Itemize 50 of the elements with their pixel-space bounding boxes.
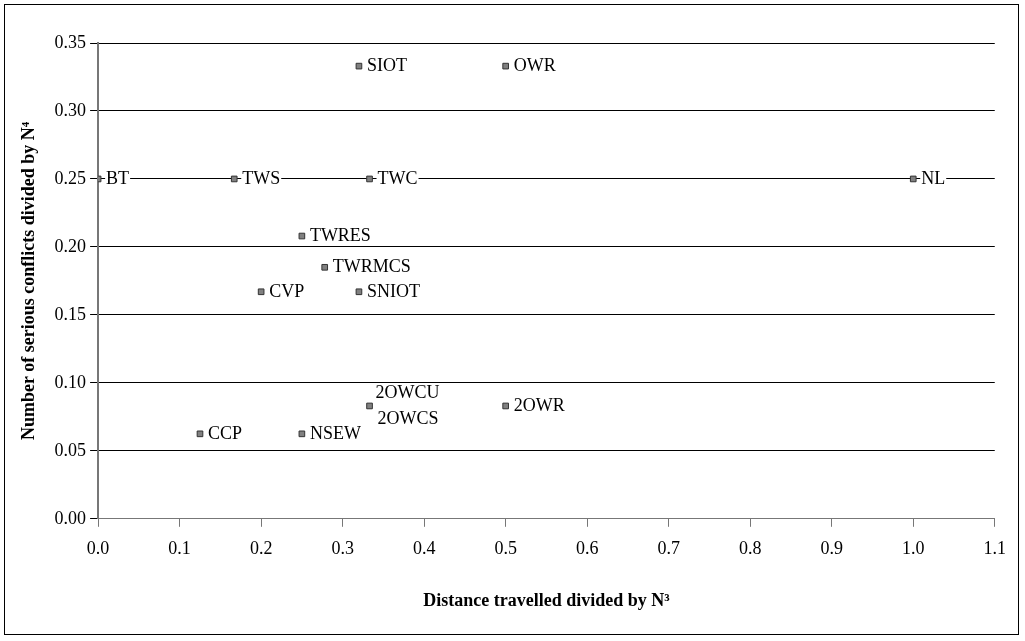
x-tick-label: 0.4 [412, 538, 436, 559]
point [502, 62, 509, 70]
annotation: CCP [207, 422, 243, 443]
x-tick-label: 0.9 [820, 538, 843, 559]
annotation: SIOT [366, 54, 407, 75]
y-tick-label: 0.20 [54, 235, 87, 256]
x-tick-label: 0.7 [657, 538, 680, 559]
point [257, 288, 265, 296]
point [502, 402, 509, 410]
y-axis-title: Number of serious conflicts divided by N⁴ [18, 121, 39, 440]
y-tick-label: 0.35 [54, 31, 87, 52]
point [298, 232, 306, 240]
point [196, 430, 204, 438]
y-tick-label: 0.15 [54, 303, 87, 324]
x-tick-label: 0.0 [86, 538, 110, 559]
annotation: SNIOT [366, 280, 420, 301]
y-tick-label: 0.25 [54, 167, 87, 188]
x-tick-label: 1.0 [901, 538, 925, 559]
y-tick-label: 0.00 [54, 507, 87, 528]
annotation: TWRES [309, 224, 371, 245]
point [298, 430, 306, 438]
annotation: 2OWCS [377, 407, 439, 428]
y-tick-label: 0.30 [54, 99, 87, 120]
annotation: TWS [242, 167, 281, 188]
x-tick-label: 1.1 [983, 538, 1006, 559]
annotation: BT [106, 167, 130, 188]
point [366, 402, 373, 410]
x-tick-label: 0.8 [738, 538, 762, 559]
x-axis-title: Distance travelled divided by N³ [423, 589, 671, 610]
x-tick-label: 0.2 [249, 538, 273, 559]
annotation: 2OWCU [375, 381, 440, 402]
annotation: NSEW [309, 422, 361, 443]
annotation: 2OWR [513, 394, 565, 415]
annotation: CVP [269, 280, 305, 301]
annotation: TWRMCS [332, 256, 411, 277]
x-tick-label: 0.6 [575, 538, 599, 559]
point [321, 263, 329, 271]
point [355, 288, 363, 296]
x-tick-label: 0.1 [168, 538, 191, 559]
y-tick-label: 0.05 [54, 439, 87, 460]
x-tick-label: 0.5 [494, 538, 517, 559]
x-tick-label: 0.3 [331, 538, 354, 559]
point [355, 62, 363, 70]
annotation: NL [921, 167, 946, 188]
point [230, 175, 238, 183]
y-tick-label: 0.10 [54, 371, 87, 392]
point [366, 175, 373, 183]
annotation: TWC [377, 167, 418, 188]
annotation: OWR [513, 54, 556, 75]
point [909, 175, 917, 183]
